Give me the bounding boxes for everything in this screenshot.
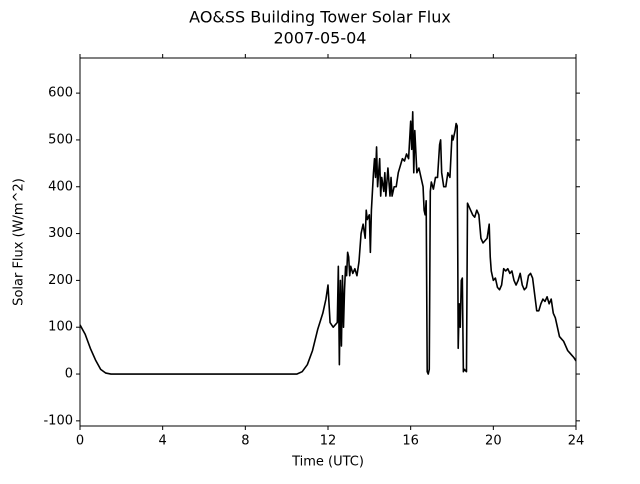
x-tick-label: 0 [76, 434, 84, 449]
y-tick-label: -100 [43, 413, 73, 428]
x-tick-label: 16 [402, 434, 419, 449]
y-tick-label: 400 [48, 179, 73, 194]
plot-frame [79, 57, 577, 427]
y-tick-label: 100 [48, 320, 73, 335]
x-tick-label: 20 [485, 434, 502, 449]
x-tick-label: 8 [241, 434, 249, 449]
y-axis-label: Solar Flux (W/m^2) [12, 178, 27, 306]
x-tick-label: 4 [159, 434, 167, 449]
chart-subtitle: 2007-05-04 [274, 29, 367, 48]
y-tick-label: 300 [48, 226, 73, 241]
y-tick-label: 200 [48, 273, 73, 288]
y-tick-label: 500 [48, 132, 73, 147]
x-tick-label: 12 [320, 434, 337, 449]
x-axis-label: Time (UTC) [291, 455, 364, 470]
data-line [79, 111, 577, 375]
chart-title: AO&SS Building Tower Solar Flux [189, 8, 451, 27]
x-tick-label: 24 [568, 434, 585, 449]
y-tick-label: 0 [65, 367, 73, 382]
y-tick-label: 600 [48, 86, 73, 101]
